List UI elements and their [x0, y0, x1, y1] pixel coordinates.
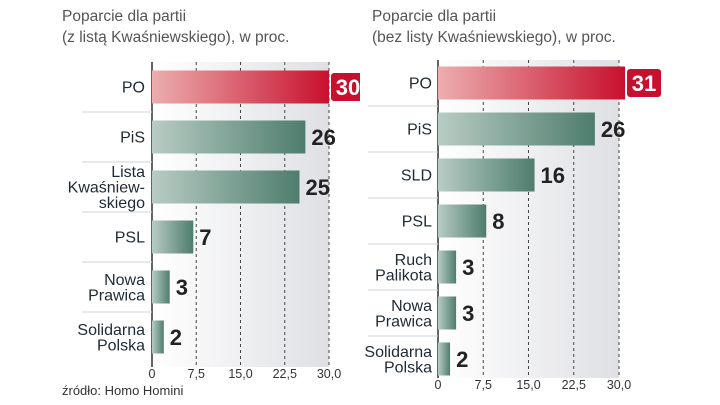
chart-2-bar	[438, 204, 487, 238]
chart-2-bar	[438, 250, 457, 284]
chart-1-category-label-line: skiego	[99, 195, 145, 212]
chart-1-category-label-line: Polska	[97, 337, 145, 354]
chart-1-category-label: Solidarna Polska	[77, 322, 145, 355]
chart-2-category-label-line: Palikota	[375, 267, 432, 284]
chart-1-title-line1: Poparcie dla partii	[62, 8, 187, 25]
chart-2-value-label: 26	[601, 117, 625, 142]
chart-1-tick-label: 7,5	[188, 367, 205, 381]
chart-2-tick-label: 7,5	[475, 378, 492, 392]
chart-2-plot-area	[438, 60, 619, 378]
chart-2-category-label: PiS	[407, 122, 432, 139]
chart-2-value-label: 31	[632, 71, 656, 96]
chart-2-category-label: PSL	[402, 214, 432, 231]
chart-1-value-label: 7	[199, 225, 211, 250]
chart-1-tick-label: 22,5	[273, 367, 297, 381]
chart-1-category-label: Nowa Prawica	[88, 272, 145, 305]
chart-1-bar	[152, 170, 300, 204]
chart-1-bar	[152, 120, 306, 154]
chart-2-value-label: 2	[456, 347, 468, 372]
chart-1-bar	[152, 220, 194, 254]
chart-1-title-line2: (z listą Kwaśniewskiego), w proc.	[62, 29, 290, 46]
chart-1-category-label: Lista Kwaśniew-skiego	[68, 164, 145, 212]
chart-1-category-label: PO	[122, 80, 145, 97]
chart-2-category-label-line: Nowa	[391, 298, 432, 315]
chart-1-category-label-line: Lista	[111, 164, 145, 181]
chart-1-bar	[152, 320, 164, 354]
chart-2-title-line2: (bez listy Kwaśniewskiego), w proc.	[372, 29, 616, 46]
chart-1-value-badge	[331, 73, 360, 101]
chart-1-title: Poparcie dla partii (z listą Kwaśniewski…	[62, 6, 289, 48]
chart-1-category-label: PiS	[120, 130, 145, 147]
chart-1-category-label-line: Kwaśniew-	[68, 180, 145, 197]
chart-2-title-line1: Poparcie dla partii	[372, 8, 497, 25]
chart-2-category-label-line: PiS	[407, 122, 432, 139]
chart-2-tick-label: 30,0	[607, 378, 631, 392]
chart-1-category-label-line: PO	[122, 80, 145, 97]
chart-1-tick-label: 0	[149, 367, 156, 381]
chart-1-tick-label: 30,0	[317, 367, 341, 381]
chart-2-category-label-line: Prawica	[375, 313, 432, 330]
chart-1-tick-label: 15,0	[228, 367, 252, 381]
chart-2-category-label-line: Ruch	[395, 252, 432, 269]
chart-1-category-label-line: PSL	[115, 230, 145, 247]
chart-2-value-label: 3	[462, 255, 474, 280]
chart-2-category-label: Ruch Palikota	[375, 252, 432, 285]
chart-1-bar	[152, 270, 170, 304]
chart-2-category-label-line: Solidarna	[364, 344, 432, 361]
chart-2-category-label: SLD	[401, 168, 432, 185]
chart-2-category-label: PO	[409, 76, 432, 93]
chart-2-category-label-line: PSL	[402, 214, 432, 231]
chart-2-value-label: 8	[492, 209, 504, 234]
chart-2-bar	[438, 66, 626, 100]
chart-1-value-label: 2	[170, 325, 182, 350]
chart-2-tick-label: 0	[435, 378, 442, 392]
chart-1-bar	[152, 70, 329, 104]
chart-2-bar	[438, 112, 595, 146]
chart-2-bar	[438, 296, 457, 330]
chart-2-bar	[438, 342, 451, 376]
chart-2-bar	[438, 158, 535, 192]
chart-2-value-label: 16	[541, 163, 565, 188]
chart-1-value-label: 26	[311, 125, 335, 150]
chart-1-value-label: 30	[336, 75, 360, 100]
chart-2-tick-label: 22,5	[562, 378, 586, 392]
chart-1-category-label-line: PiS	[120, 130, 145, 147]
chart-1-category-label-line: Nowa	[104, 272, 145, 289]
chart-2-category-label-line: SLD	[401, 168, 432, 185]
chart-1-value-label: 3	[176, 275, 188, 300]
chart-1-value-label: 25	[306, 175, 330, 200]
chart-2-tick-label: 15,0	[516, 378, 540, 392]
chart-1-category-label: PSL	[115, 230, 145, 247]
chart-2-title: Poparcie dla partii (bez listy Kwaśniews…	[372, 6, 616, 48]
chart-1-svg: 0 7,5 15,0 22,5 30,0 30 PO 26 PiS 25 Lista Kwaśniew…	[68, 62, 360, 381]
source-note: źródło: Homo Homini	[62, 383, 184, 398]
chart-2-category-label-line: PO	[409, 76, 432, 93]
chart-1-category-label-line: Solidarna	[77, 322, 145, 339]
chart-2-value-label: 3	[462, 301, 474, 326]
chart-2-category-label-line: Polska	[384, 359, 432, 376]
chart-1-category-label-line: Prawica	[88, 287, 145, 304]
chart-2-category-label: Nowa Prawica	[375, 298, 432, 331]
chart-2-value-badge	[627, 69, 662, 97]
chart-2-category-label: Solidarna Polska	[364, 344, 432, 377]
